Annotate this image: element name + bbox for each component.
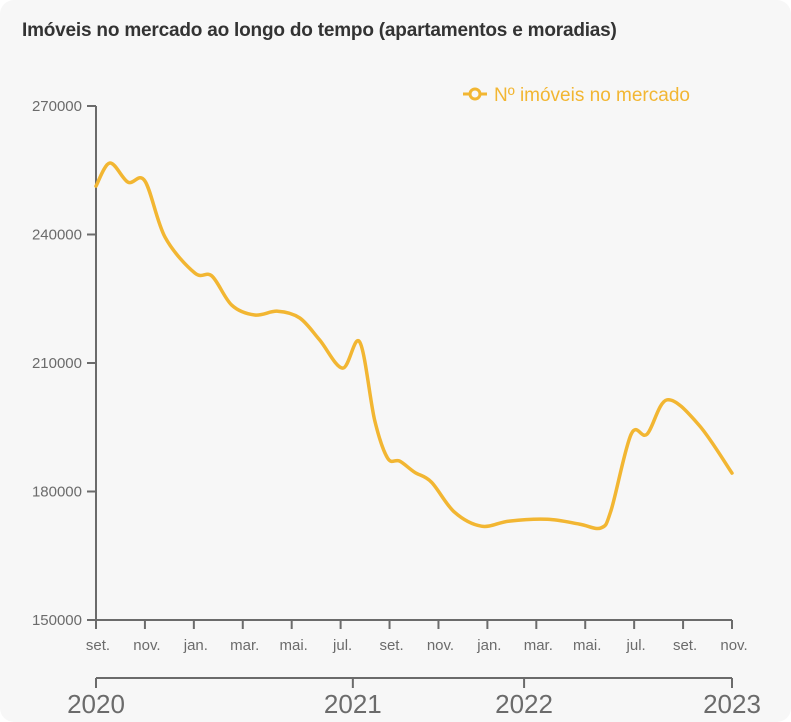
year-tick-label: 2020 <box>67 689 125 719</box>
x-tick-label: nov. <box>720 637 747 654</box>
y-tick-label: 150000 <box>32 612 82 629</box>
x-axis: set. nov. jan. mar. mai. jul. set. nov. jan. mar.… <box>86 619 748 654</box>
year-tick-label: 2021 <box>324 689 382 719</box>
x-tick-label: jan. <box>476 637 501 654</box>
x-tick-label: mar. <box>524 637 553 654</box>
year-axis: 2020 2021 2022 2023 <box>67 677 761 719</box>
x-tick-label: jan. <box>183 637 208 654</box>
legend-marker-icon <box>468 87 482 101</box>
y-tick-label: 270000 <box>32 98 82 115</box>
legend-label: Nº imóveis no mercado <box>494 85 690 106</box>
y-axis: 270000 240000 210000 180000 150000 <box>32 98 97 629</box>
year-tick-label: 2023 <box>703 689 761 719</box>
x-tick-label: mar. <box>230 637 259 654</box>
y-tick-label: 240000 <box>32 227 82 244</box>
x-tick-label: set. <box>86 637 110 654</box>
x-tick-label: nov. <box>133 637 160 654</box>
x-tick-label: nov. <box>427 637 454 654</box>
year-tick-label: 2022 <box>495 689 553 719</box>
y-tick-label: 180000 <box>32 484 82 501</box>
x-tick-label: jul. <box>626 637 646 654</box>
series-group <box>94 161 734 531</box>
x-tick-label: jul. <box>332 637 352 654</box>
x-tick-label: set. <box>379 637 403 654</box>
x-tick-label: set. <box>673 637 697 654</box>
x-tick-label: mai. <box>573 637 601 654</box>
series-line <box>94 161 734 531</box>
y-tick-label: 210000 <box>32 355 82 372</box>
chart-title: Imóveis no mercado ao longo do tempo (ap… <box>22 20 617 41</box>
legend[interactable]: Nº imóveis no mercado <box>463 85 690 106</box>
x-tick-label: mai. <box>280 637 308 654</box>
